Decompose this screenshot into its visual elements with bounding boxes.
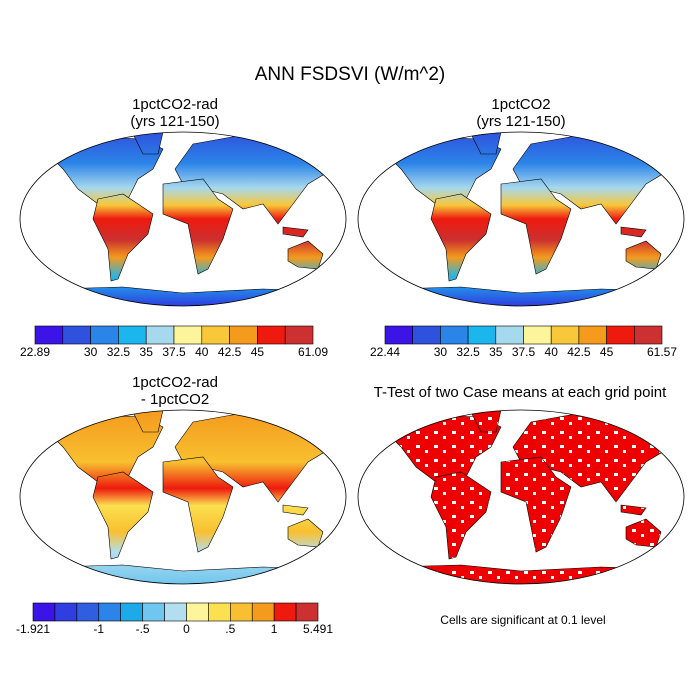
colorbar-box bbox=[164, 602, 187, 622]
colorbar-label: 37.5 bbox=[512, 345, 536, 359]
colorbar-label: 35 bbox=[140, 345, 154, 359]
colorbar-box bbox=[230, 602, 253, 622]
colorbar-box bbox=[412, 325, 441, 345]
colorbar-box bbox=[251, 602, 275, 622]
colorbar-box bbox=[142, 602, 165, 622]
colorbar-box bbox=[578, 325, 607, 345]
figure-title: ANN FSDSVI (W/m^2) bbox=[255, 64, 445, 85]
colorbar-box bbox=[186, 602, 209, 622]
colorbar-label: 22.89 bbox=[20, 345, 50, 359]
colorbar-label: 37.5 bbox=[162, 345, 186, 359]
colorbar-box bbox=[208, 602, 231, 622]
panel-title: 1pctCO2 bbox=[491, 96, 550, 113]
colorbar-label: 32.5 bbox=[456, 345, 480, 359]
colorbar-box bbox=[284, 325, 314, 345]
colorbar-label: .5 bbox=[225, 622, 235, 636]
colorbar-label: 40 bbox=[195, 345, 209, 359]
colorbar-box bbox=[145, 325, 175, 345]
colorbar-label: 30 bbox=[434, 345, 448, 359]
colorbar-box bbox=[633, 325, 663, 345]
colorbar-box bbox=[120, 602, 143, 622]
colorbar-label: -1.921 bbox=[16, 622, 50, 636]
colorbar-label: 22.44 bbox=[370, 345, 400, 359]
colorbar-box bbox=[467, 325, 497, 345]
colorbar-box bbox=[229, 325, 258, 345]
colorbar-box bbox=[90, 325, 119, 345]
panel-title: - 1pctCO2 bbox=[141, 391, 209, 408]
colorbar-label: 32.5 bbox=[107, 345, 131, 359]
colorbar-box bbox=[295, 602, 319, 622]
panel-title: 1pctCO2-rad bbox=[132, 374, 218, 391]
colorbar-box bbox=[76, 602, 100, 622]
colorbar-label: -1 bbox=[93, 622, 104, 636]
panel-title: 1pctCO2-rad bbox=[132, 96, 218, 113]
colorbar-label: 45 bbox=[251, 345, 265, 359]
colorbar-box bbox=[118, 325, 147, 345]
colorbar-box bbox=[384, 325, 414, 345]
colorbar-box bbox=[34, 325, 64, 345]
colorbar-label: 45 bbox=[600, 345, 614, 359]
note: Cells are significant at 0.1 level bbox=[440, 613, 605, 627]
colorbar-box bbox=[523, 325, 552, 345]
colorbar-label: 61.57 bbox=[647, 345, 677, 359]
colorbar-label: 40 bbox=[545, 345, 559, 359]
colorbar-box bbox=[550, 325, 580, 345]
colorbar-box bbox=[173, 325, 203, 345]
colorbar-box bbox=[98, 602, 121, 622]
panel-title: (yrs 121-150) bbox=[476, 113, 565, 130]
colorbar-box bbox=[201, 325, 230, 345]
colorbar-label: 30 bbox=[84, 345, 98, 359]
colorbar-label: 5.491 bbox=[303, 622, 333, 636]
colorbar-label: 35 bbox=[489, 345, 503, 359]
panel-title: (yrs 121-150) bbox=[130, 113, 219, 130]
colorbar-box bbox=[440, 325, 469, 345]
colorbar-box bbox=[257, 325, 286, 345]
colorbar-box bbox=[273, 602, 297, 622]
map-panel bbox=[357, 409, 685, 585]
map-panel bbox=[357, 131, 685, 307]
colorbar-box bbox=[54, 602, 78, 622]
colorbar-label: 42.5 bbox=[567, 345, 591, 359]
colorbar-label: -.5 bbox=[136, 622, 150, 636]
colorbar-label: 0 bbox=[183, 622, 190, 636]
colorbar-label: 42.5 bbox=[218, 345, 242, 359]
map-panel bbox=[19, 131, 347, 307]
colorbar-box bbox=[62, 325, 91, 345]
colorbar-label: 61.09 bbox=[298, 345, 328, 359]
panel-title: T-Test of two Case means at each grid po… bbox=[374, 384, 667, 401]
colorbar-label: 1 bbox=[271, 622, 278, 636]
map-panel bbox=[19, 409, 347, 585]
colorbar-box bbox=[495, 325, 524, 345]
colorbar-box bbox=[32, 602, 56, 622]
colorbar-box bbox=[606, 325, 635, 345]
